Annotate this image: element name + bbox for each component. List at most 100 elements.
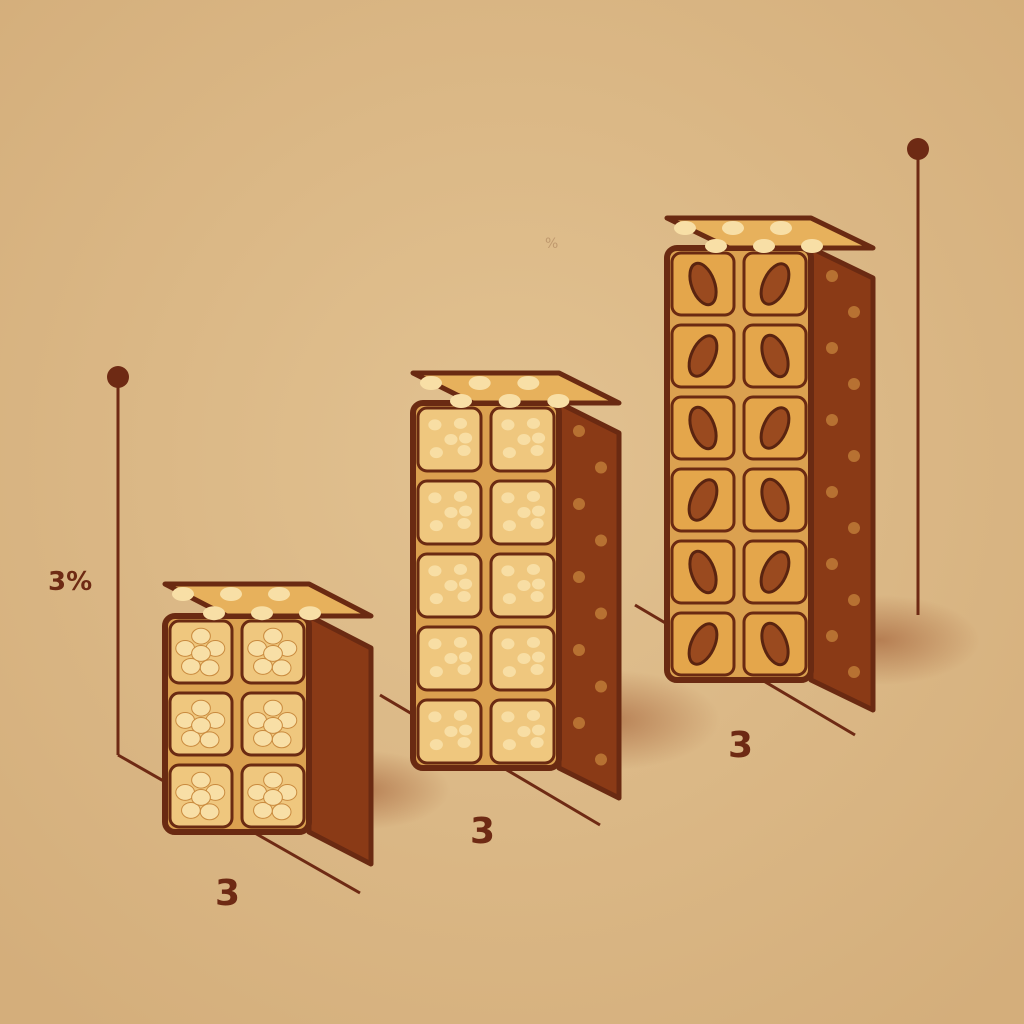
side-speck-icon: [573, 644, 585, 656]
stack-2-label: 3: [470, 811, 495, 852]
almond-icon: [688, 261, 718, 307]
grain-icon: [502, 739, 516, 751]
grain-icon: [517, 653, 531, 664]
grain-icon: [458, 432, 473, 444]
grain-icon: [526, 636, 541, 648]
puff-icon: [199, 731, 220, 749]
puff-icon: [199, 659, 220, 677]
side-speck-icon: [848, 594, 860, 606]
grain-icon: [457, 444, 471, 456]
top-crumb-icon: [517, 376, 540, 390]
almond-icon: [687, 622, 719, 666]
top-crumb-icon: [172, 587, 194, 601]
grain-icon: [444, 507, 458, 518]
grain-icon: [429, 447, 443, 459]
grain-icon: [457, 736, 471, 748]
axis-pin-icon: [907, 138, 929, 160]
side-speck-icon: [848, 666, 860, 678]
stack-1-label: 3: [215, 873, 240, 914]
top-crumb-icon: [220, 587, 242, 601]
grain-icon: [457, 663, 471, 675]
side-speck-icon: [573, 717, 585, 729]
grain-icon: [530, 444, 544, 456]
puff-icon: [263, 717, 283, 734]
puff-icon: [263, 789, 283, 806]
grain-icon: [526, 417, 541, 429]
almond-stack: [664, 215, 876, 713]
grain-icon: [444, 580, 458, 591]
puff-icon: [263, 699, 283, 717]
puff-icon: [191, 645, 211, 662]
stacks: [162, 215, 876, 867]
puff-icon: [181, 729, 201, 747]
right-axis: [907, 138, 929, 615]
side-speck-icon: [826, 342, 838, 354]
top-crumb-icon: [722, 221, 744, 235]
grain-icon: [531, 651, 546, 663]
grain-icon: [502, 666, 516, 678]
top-crumb-icon: [450, 394, 472, 408]
granola-stack: [410, 370, 622, 801]
puff-icon: [191, 627, 211, 645]
side-speck-icon: [595, 680, 607, 693]
puffed-rice-stack: [162, 581, 374, 867]
almond-icon: [688, 549, 718, 595]
grain-icon: [501, 711, 515, 723]
grain-icon: [530, 590, 544, 602]
grain-icon: [531, 578, 546, 590]
stack-side-face: [808, 245, 876, 713]
stack-side-face: [306, 613, 374, 867]
puff-icon: [181, 801, 201, 819]
almond-icon: [687, 478, 719, 522]
top-crumb-icon: [770, 221, 792, 235]
grain-icon: [429, 520, 443, 532]
top-crumb-icon: [547, 394, 570, 408]
grain-icon: [457, 590, 471, 602]
side-speck-icon: [573, 498, 585, 510]
top-crumb-icon: [753, 239, 775, 253]
puff-icon: [199, 803, 220, 821]
top-crumb-icon: [801, 239, 823, 253]
almond-icon: [760, 333, 790, 379]
puff-icon: [271, 731, 292, 749]
puff-icon: [263, 645, 283, 662]
axis-pin-icon: [107, 366, 129, 388]
stack-3-label: 3: [728, 725, 753, 766]
top-crumb-icon: [203, 606, 225, 621]
grain-icon: [453, 490, 468, 502]
grain-icon: [501, 565, 515, 577]
top-crumb-icon: [498, 394, 521, 408]
grain-icon: [428, 638, 442, 650]
top-crumb-icon: [705, 239, 727, 253]
grain-icon: [453, 709, 468, 721]
puff-icon: [191, 789, 211, 806]
top-crumb-icon: [299, 606, 321, 621]
grain-icon: [453, 563, 468, 575]
grain-icon: [517, 726, 531, 737]
puff-icon: [181, 657, 201, 675]
puff-icon: [191, 699, 211, 717]
side-speck-icon: [595, 534, 607, 547]
side-speck-icon: [848, 378, 860, 390]
almond-icon: [759, 406, 791, 450]
grain-icon: [530, 663, 544, 675]
side-speck-icon: [595, 461, 607, 474]
puff-icon: [253, 657, 273, 675]
side-speck-icon: [573, 571, 585, 583]
grain-icon: [530, 517, 544, 529]
almond-icon: [759, 550, 791, 594]
stack-side-face: [556, 400, 622, 801]
grain-icon: [501, 419, 515, 431]
grain-icon: [458, 651, 473, 663]
top-crumb-icon: [420, 376, 442, 390]
almond-icon: [688, 405, 718, 451]
grain-icon: [458, 505, 473, 517]
grain-icon: [531, 432, 546, 444]
puff-icon: [253, 729, 273, 747]
puff-icon: [271, 659, 292, 677]
grain-icon: [428, 492, 442, 504]
side-speck-icon: [826, 558, 838, 570]
grain-icon: [502, 520, 516, 532]
grain-icon: [444, 726, 458, 737]
top-crumb-icon: [251, 606, 273, 621]
